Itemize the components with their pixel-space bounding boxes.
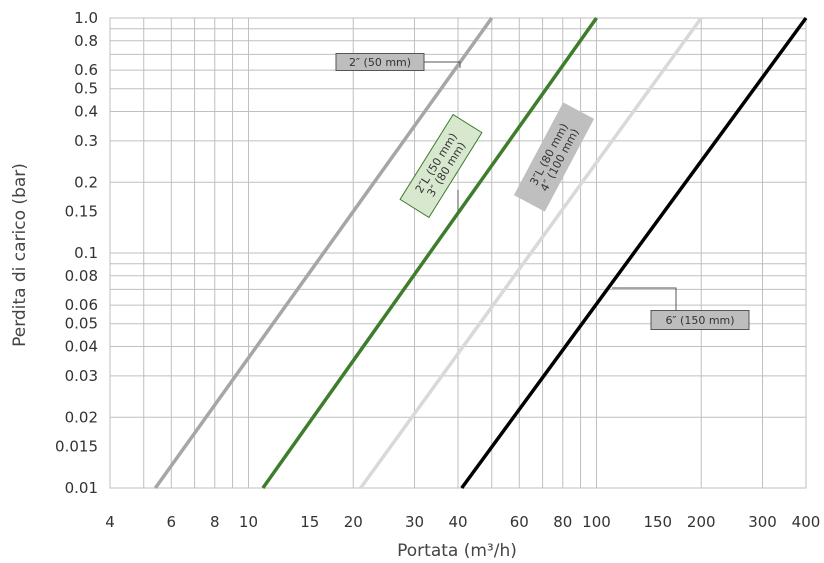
y-tick-label: 0.1: [74, 244, 98, 262]
x-tick-label: 4: [105, 513, 115, 531]
series-label-4: 6″ (150 mm): [612, 287, 750, 330]
svg-text:2″ (50 mm): 2″ (50 mm): [349, 56, 411, 69]
x-tick-label: 200: [687, 513, 716, 531]
y-tick-label: 0.015: [55, 438, 98, 456]
y-tick-label: 0.15: [65, 203, 98, 221]
plot-area: [109, 17, 807, 489]
y-tick-labels: 0.01 0.015 0.02 0.03 0.04 0.050.06 0.08 0.1 0.15…: [55, 9, 98, 497]
y-tick-label: 0.01: [65, 479, 98, 497]
y-tick-label: 0.4: [74, 103, 98, 121]
y-tick-label: 0.2: [74, 173, 98, 191]
y-tick-label: 0.02: [65, 408, 98, 426]
y-tick-label: 0.06: [65, 296, 98, 314]
series-line-4: [460, 16, 808, 490]
y-tick-label: 0.3: [74, 132, 98, 150]
series-line-2: [261, 16, 598, 490]
series-line-1: [153, 16, 494, 490]
y-tick-label: 0.08: [65, 267, 98, 285]
x-tick-label: 100: [582, 513, 611, 531]
x-tick-label: 10: [239, 513, 258, 531]
x-tick-label: 30: [405, 513, 424, 531]
x-tick-label: 20: [344, 513, 363, 531]
y-tick-label: 0.05: [65, 315, 98, 333]
x-tick-label: 60: [510, 513, 529, 531]
x-tick-labels: 4 6 8 10 15 20 30 40 60 80 100 150 200 300 400: [105, 513, 820, 531]
x-tick-label: 40: [448, 513, 467, 531]
x-tick-label: 8: [210, 513, 220, 531]
y-tick-label: 0.5: [74, 80, 98, 98]
y-tick-label: 0.8: [74, 32, 98, 50]
x-tick-label: 15: [300, 513, 319, 531]
series-lines: [153, 16, 808, 490]
y-tick-label: 0.6: [74, 61, 98, 79]
svg-text:6″ (150 mm): 6″ (150 mm): [665, 314, 734, 327]
x-tick-label: 80: [553, 513, 572, 531]
y-tick-label: 0.03: [65, 367, 98, 385]
grid: [109, 17, 807, 489]
x-tick-label: 150: [643, 513, 672, 531]
y-axis-title: Perdita di carico (bar): [10, 163, 30, 347]
x-tick-label: 6: [167, 513, 177, 531]
series-line-3: [359, 16, 703, 490]
x-tick-label: 300: [748, 513, 777, 531]
x-tick-label: 400: [792, 513, 821, 531]
series-label-1: 2″ (50 mm): [335, 53, 461, 71]
y-tick-label: 1.0: [74, 9, 98, 27]
x-axis-title: Portata (m³/h): [397, 541, 517, 561]
y-tick-label: 0.04: [65, 338, 98, 356]
